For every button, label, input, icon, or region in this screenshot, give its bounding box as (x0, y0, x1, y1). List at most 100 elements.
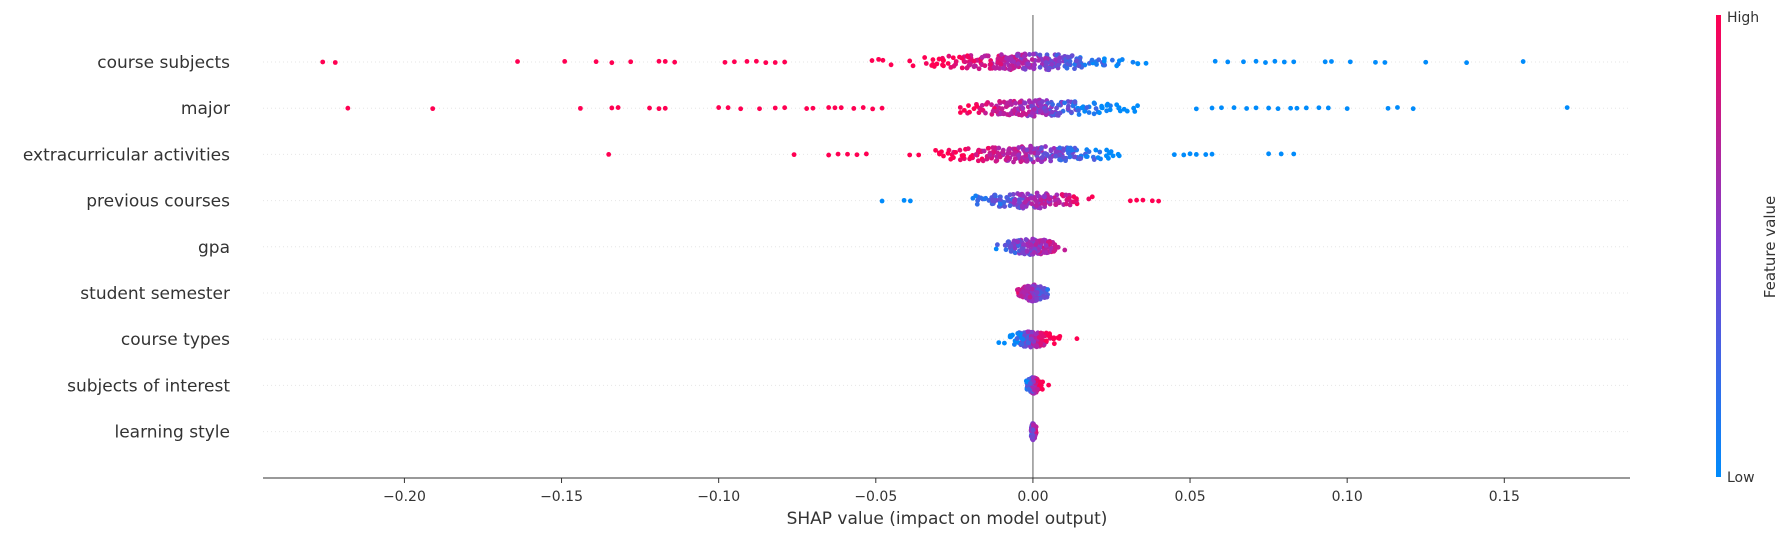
shap-point-outlier (782, 105, 788, 111)
shap-point-outlier (738, 106, 744, 112)
shap-point (993, 158, 999, 164)
x-axis-label: SHAP value (impact on model output) (787, 509, 1108, 529)
shap-point (880, 57, 886, 63)
shap-point-outlier (593, 59, 599, 65)
shap-point-outlier (1322, 59, 1328, 65)
colorbar-low-label: Low (1727, 470, 1755, 486)
shap-point (1062, 100, 1067, 106)
shap-point (999, 106, 1005, 112)
shap-point (1038, 330, 1044, 336)
shap-point (996, 340, 1002, 346)
shap-point (1076, 63, 1082, 69)
shap-point-outlier (1203, 152, 1209, 157)
shap-point (1025, 340, 1031, 346)
shap-point (1040, 239, 1046, 244)
shap-point (1015, 53, 1020, 59)
shap-point (1008, 111, 1014, 116)
shap-point-outlier (1241, 59, 1246, 65)
shap-point (1031, 250, 1037, 255)
shap-point (930, 61, 936, 67)
shap-point (953, 59, 959, 64)
shap-point-outlier (609, 60, 615, 66)
shap-point-outlier (1209, 151, 1215, 157)
shap-point (1095, 155, 1101, 161)
shap-point (1034, 199, 1040, 205)
shap-point-outlier (578, 105, 583, 111)
grid-lines (263, 61, 1630, 433)
shap-point-outlier (1564, 105, 1570, 110)
shap-point (1041, 286, 1046, 292)
shap-point (1044, 338, 1049, 344)
shap-point (1061, 148, 1066, 153)
shap-point (1037, 379, 1043, 385)
shap-point (1071, 199, 1077, 205)
shap-point-outlier (838, 105, 844, 111)
colorbar-gradient (1716, 15, 1721, 477)
shap-point (1016, 152, 1022, 158)
shap-point (1023, 237, 1029, 242)
shap-point (1027, 381, 1033, 386)
shap-point (965, 54, 971, 60)
shap-point (1076, 112, 1082, 117)
shap-point (990, 108, 996, 114)
shap-point (983, 110, 988, 116)
shap-point-outlier (1266, 105, 1272, 111)
shap-point (1043, 243, 1049, 248)
shap-point (1117, 108, 1123, 114)
shap-point-outlier (628, 59, 634, 65)
shap-point (907, 152, 913, 158)
x-tick-label: 0.05 (1174, 489, 1205, 505)
shap-point-outlier (672, 59, 678, 65)
shap-point (970, 195, 976, 201)
shap-point (1065, 55, 1071, 60)
shap-point (948, 156, 954, 162)
shap-point-outlier (1294, 105, 1300, 111)
shap-point-outlier (1316, 105, 1322, 111)
shap-point (1008, 56, 1014, 62)
shap-point (974, 201, 980, 207)
feature-points (1015, 282, 1051, 304)
shap-point-outlier (1520, 59, 1526, 64)
shap-point (1084, 154, 1090, 159)
shap-point (1023, 111, 1029, 117)
shap-point (1092, 101, 1098, 107)
shap-point (1013, 100, 1019, 106)
feature-label: major (181, 99, 230, 119)
shap-point (1054, 105, 1059, 111)
shap-point-outlier (860, 105, 866, 110)
shap-point (972, 63, 978, 69)
shap-point (1091, 157, 1097, 162)
shap-point (1043, 330, 1049, 336)
shap-point (1077, 156, 1083, 162)
shap-point-outlier (656, 106, 662, 112)
shap-point (1028, 156, 1034, 162)
shap-point (907, 58, 913, 64)
shap-point-outlier (1193, 106, 1199, 112)
shap-point (957, 157, 963, 163)
shap-point (984, 156, 990, 162)
shap-point-outlier (832, 105, 838, 111)
shap-point (1060, 154, 1066, 160)
shap-point (1089, 57, 1095, 63)
shap-point (1130, 59, 1136, 65)
shap-point (961, 107, 967, 113)
shap-point (1033, 296, 1039, 302)
shap-point (998, 62, 1004, 67)
shap-point (1001, 111, 1007, 117)
shap-point-outlier (845, 151, 850, 157)
shap-point (1039, 146, 1044, 151)
shap-point (1034, 290, 1040, 295)
shap-point (1007, 203, 1013, 209)
shap-point (1012, 342, 1017, 347)
shap-point (922, 55, 928, 60)
shap-point (959, 55, 965, 61)
shap-point (1114, 63, 1120, 69)
shap-point (1051, 336, 1057, 342)
shap-point (1108, 103, 1113, 109)
shap-point (958, 110, 963, 115)
shap-point (964, 65, 970, 71)
shap-point-outlier (782, 59, 788, 65)
shap-point (1017, 99, 1023, 105)
shap-point (990, 145, 996, 151)
shap-point (1035, 150, 1041, 156)
